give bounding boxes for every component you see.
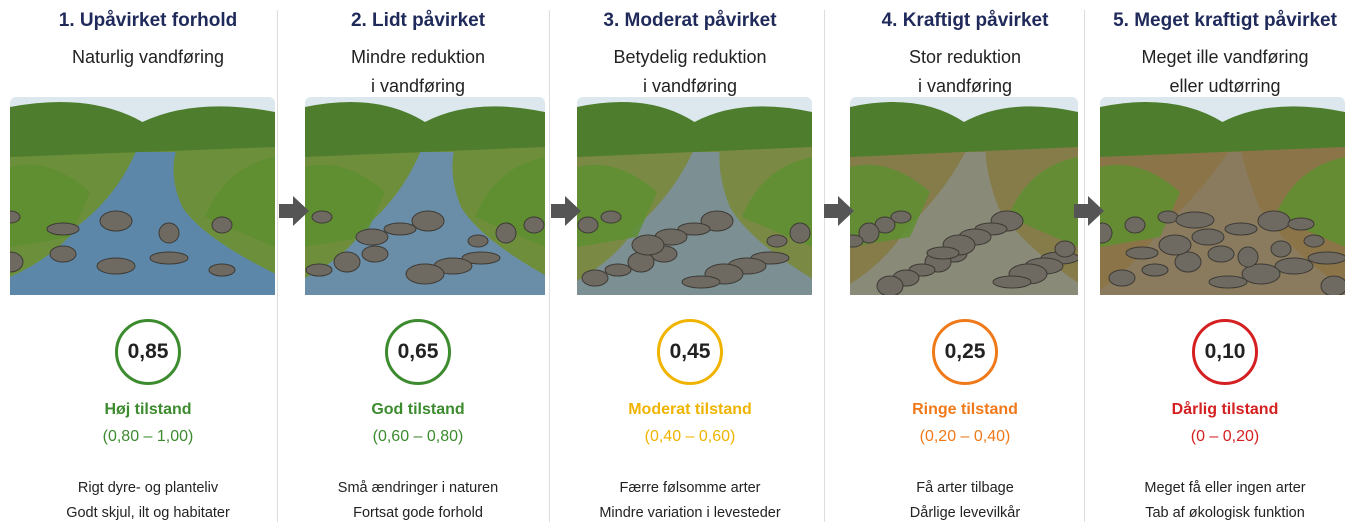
column-title: 3. Moderat påvirket: [545, 10, 835, 32]
arrow: [277, 194, 311, 228]
arrow: [822, 194, 856, 228]
note-line: Mindre variation i levesteder: [545, 505, 835, 521]
river-illustration: [10, 97, 275, 295]
column-title: 1. Upåvirket forhold: [3, 10, 293, 32]
divider: [549, 10, 550, 522]
subtitle-line: i vandføring: [283, 76, 553, 97]
note-line: Dårlige levevilkår: [820, 505, 1110, 521]
score-circle: 0,10: [1192, 319, 1258, 385]
subtitle-line: Naturlig vandføring: [13, 47, 283, 68]
status-range: (0,80 – 1,00): [13, 428, 283, 446]
note-line: Små ændringer i naturen: [273, 480, 563, 496]
status-range: (0,20 – 0,40): [830, 428, 1100, 446]
status-range: (0 – 0,20): [1090, 428, 1355, 446]
divider: [277, 10, 278, 522]
note-line: Meget få eller ingen arter: [1080, 480, 1355, 496]
status-range: (0,40 – 0,60): [555, 428, 825, 446]
subtitle-line: eller udtørring: [1090, 76, 1355, 97]
score-circle: 0,45: [657, 319, 723, 385]
river-illustration: [1100, 97, 1345, 295]
column-title: 2. Lidt påvirket: [273, 10, 563, 32]
arrow: [549, 194, 583, 228]
note-line: Få arter tilbage: [820, 480, 1110, 496]
river-illustration: [577, 97, 812, 295]
divider: [824, 10, 825, 522]
subtitle-line: Stor reduktion: [830, 47, 1100, 68]
status-label: Høj tilstand: [13, 401, 283, 419]
column-title: 4. Kraftigt påvirket: [820, 10, 1110, 32]
subtitle-line: i vandføring: [555, 76, 825, 97]
page: 1. Upåvirket forholdNaturlig vandføring …: [0, 0, 1355, 522]
subtitle-line: i vandføring: [830, 76, 1100, 97]
subtitle-line: Mindre reduktion: [283, 47, 553, 68]
note-line: Færre følsomme arter: [545, 480, 835, 496]
status-label: God tilstand: [283, 401, 553, 419]
score-circle: 0,85: [115, 319, 181, 385]
subtitle-line: Betydelig reduktion: [555, 47, 825, 68]
note-line: Godt skjul, ilt og habitater: [3, 505, 293, 521]
status-label: Moderat tilstand: [555, 401, 825, 419]
arrow: [1072, 194, 1106, 228]
river-illustration: [850, 97, 1078, 295]
note-line: Fortsat gode forhold: [273, 505, 563, 521]
note-line: Rigt dyre- og planteliv: [3, 480, 293, 496]
score-circle: 0,65: [385, 319, 451, 385]
status-label: Ringe tilstand: [830, 401, 1100, 419]
column-title: 5. Meget kraftigt påvirket: [1080, 10, 1355, 32]
river-illustration: [305, 97, 545, 295]
subtitle-line: Meget ille vandføring: [1090, 47, 1355, 68]
status-label: Dårlig tilstand: [1090, 401, 1355, 419]
note-line: Tab af økologisk funktion: [1080, 505, 1355, 521]
status-range: (0,60 – 0,80): [283, 428, 553, 446]
score-circle: 0,25: [932, 319, 998, 385]
divider: [1084, 10, 1085, 522]
